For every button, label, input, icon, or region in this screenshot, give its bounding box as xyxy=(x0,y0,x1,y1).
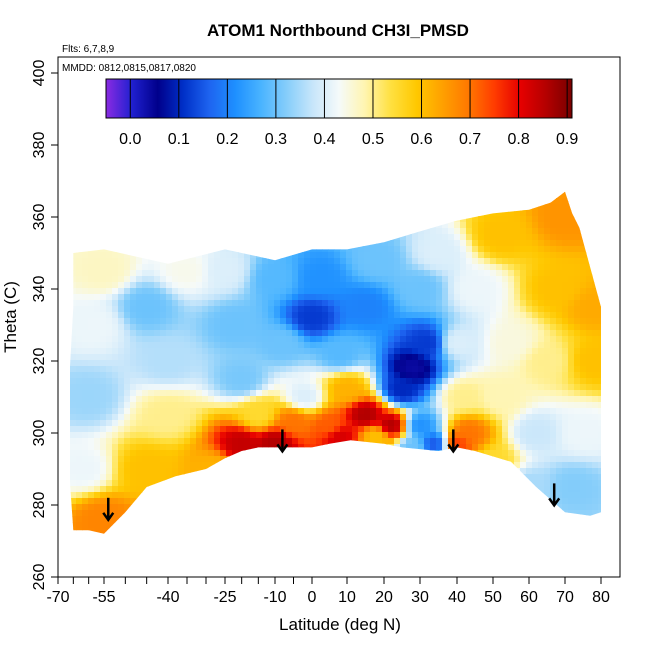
x-tick-label: 20 xyxy=(375,589,393,606)
x-tick-label: 10 xyxy=(338,589,356,606)
x-tick-label: 50 xyxy=(484,589,502,606)
heatmap-field xyxy=(70,191,601,534)
arrow-markers xyxy=(102,429,561,522)
x-tick-label: -55 xyxy=(92,589,115,606)
flights-note: Flts: 6,7,8,9 xyxy=(62,44,115,55)
y-axis-label: Theta (C) xyxy=(1,281,20,353)
x-axis: -70 -55 -40 -25 -10 0 10 20 30 40 50 60 70 80 xyxy=(46,577,610,606)
x-tick-label: -25 xyxy=(213,589,236,606)
colorbar-tick-label: 0.3 xyxy=(265,131,287,148)
arrow-marker-2 xyxy=(276,429,289,454)
y-tick-label: 340 xyxy=(31,276,48,303)
x-tick-label: 30 xyxy=(411,589,429,606)
x-tick-label: -10 xyxy=(263,589,286,606)
y-tick-label: 360 xyxy=(31,204,48,231)
plot-frame xyxy=(57,56,621,578)
colorbar-tick-label: 0.7 xyxy=(459,131,481,148)
y-axis: 260 280 300 320 340 360 380 400 xyxy=(31,60,58,591)
colorbar: 0.0 0.1 0.2 0.3 0.4 0.5 0.6 0.7 0.8 0.9 xyxy=(105,78,578,148)
x-axis-label: Latitude (deg N) xyxy=(279,615,401,634)
arrow-marker-4 xyxy=(548,483,561,508)
colorbar-gradient xyxy=(105,78,573,119)
colorbar-tick-label: 0.9 xyxy=(556,131,578,148)
x-tick-label: 40 xyxy=(448,589,466,606)
colorbar-tick-label: 0.5 xyxy=(362,131,384,148)
chart-title: ATOM1 Northbound CH3I_PMSD xyxy=(207,21,469,40)
y-tick-label: 380 xyxy=(31,132,48,159)
arrow-marker-1 xyxy=(102,497,115,522)
y-tick-label: 400 xyxy=(31,60,48,87)
y-tick-label: 280 xyxy=(31,492,48,519)
colorbar-tick-label: 0.2 xyxy=(216,131,238,148)
y-tick-label: 320 xyxy=(31,348,48,375)
colorbar-tick-label: 0.8 xyxy=(507,131,529,148)
x-tick-label: 80 xyxy=(592,589,610,606)
colorbar-tick-label: 0.4 xyxy=(313,131,335,148)
y-tick-label: 260 xyxy=(31,564,48,591)
colorbar-tick-label: 0.1 xyxy=(168,131,190,148)
arrow-marker-3 xyxy=(447,429,460,454)
colorbar-tick-label: 0.6 xyxy=(410,131,432,148)
colorbar-tick-label: 0.0 xyxy=(119,131,141,148)
x-tick-label: -70 xyxy=(46,589,69,606)
x-tick-label: -40 xyxy=(156,589,179,606)
y-tick-label: 300 xyxy=(31,420,48,447)
x-tick-label: 0 xyxy=(308,589,317,606)
x-tick-label: 70 xyxy=(556,589,574,606)
x-tick-label: 60 xyxy=(520,589,538,606)
dates-note: MMDD: 0812,0815,0817,0820 xyxy=(62,63,196,74)
